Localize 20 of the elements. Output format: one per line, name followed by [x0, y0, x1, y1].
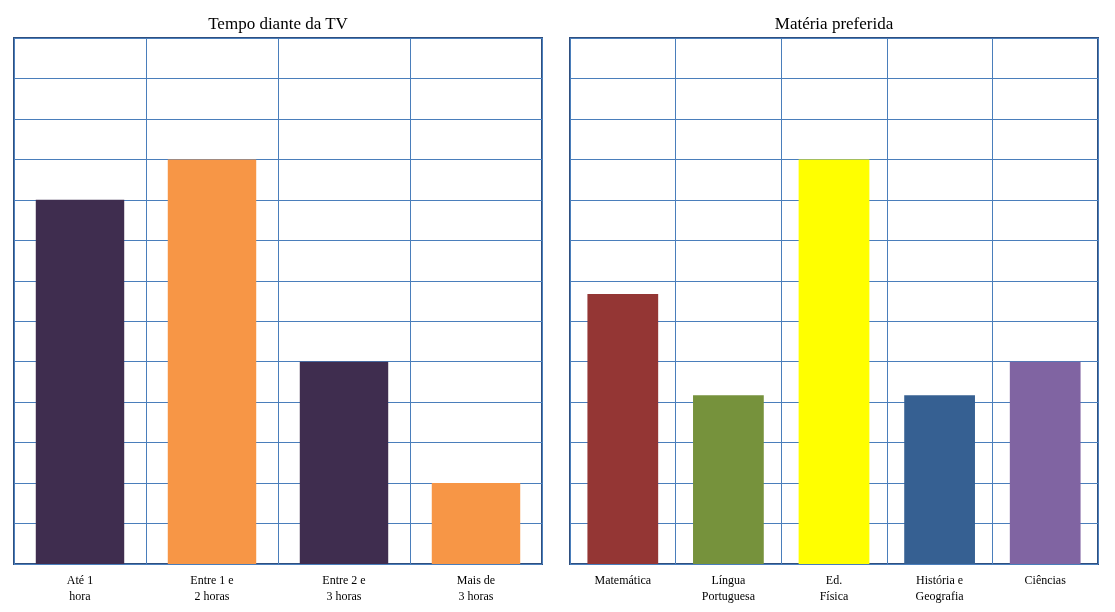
bar — [693, 395, 764, 564]
bar — [798, 159, 870, 564]
x-tick-label: Entre 2 e 3 horas — [322, 573, 366, 603]
x-tick-label: Ciências — [1024, 573, 1067, 587]
x-tick-label: Ed. Física — [819, 573, 849, 603]
bar — [35, 199, 125, 564]
x-tick-label: Entre 1 e 2 horas — [190, 573, 234, 603]
x-tick-label: Matemática — [594, 573, 652, 587]
chart-title: Matéria preferida — [774, 14, 894, 33]
chart-title: Tempo diante da TV — [208, 14, 349, 33]
bar — [587, 294, 659, 564]
bar — [904, 395, 975, 564]
x-tick-label: História e Geografia — [915, 573, 965, 603]
bar — [299, 361, 389, 564]
x-tick-label: Até 1 hora — [66, 573, 94, 603]
bar — [167, 159, 257, 564]
bar — [1009, 361, 1081, 564]
bar — [431, 483, 521, 564]
x-tick-label: Língua Portuguesa — [701, 573, 756, 603]
x-tick-label: Mais de 3 horas — [456, 573, 496, 603]
